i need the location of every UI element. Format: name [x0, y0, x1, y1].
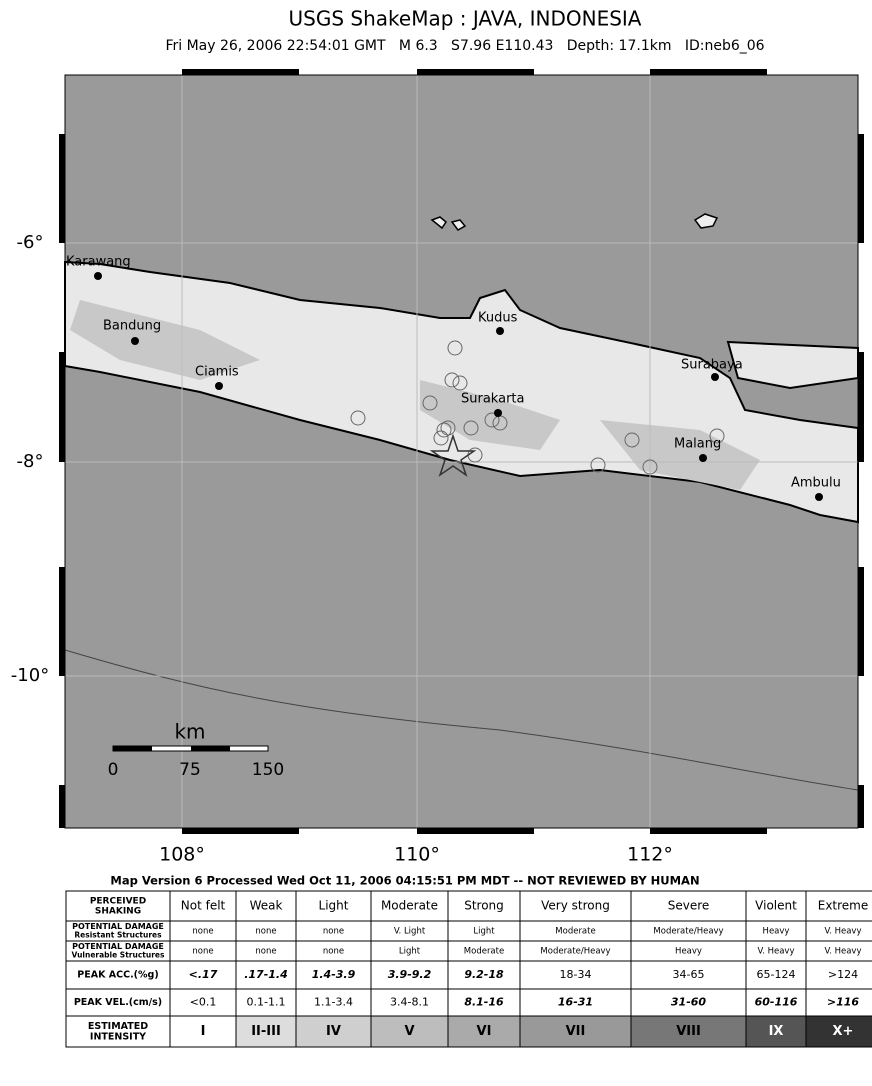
- table-value: II-III: [251, 1024, 281, 1039]
- lon-label: 110°: [394, 844, 440, 866]
- table-value: Light: [399, 947, 421, 957]
- city-label: Kudus: [478, 311, 518, 326]
- table-value: 18-34: [560, 968, 592, 981]
- city-label: Karawang: [66, 255, 131, 270]
- table-value: 65-124: [757, 968, 796, 981]
- lat-label: -6°: [17, 232, 44, 253]
- scale-label: 75: [179, 760, 201, 780]
- table-value: none: [192, 947, 213, 957]
- table-value: <0.1: [190, 996, 217, 1009]
- table-value: Very strong: [541, 899, 610, 913]
- scale-unit: km: [174, 720, 205, 744]
- lat-label: -8°: [17, 451, 44, 472]
- table-value: 3.4-8.1: [390, 996, 429, 1009]
- table-value: none: [192, 927, 213, 937]
- table-value: Weak: [250, 899, 283, 913]
- table-value: 60-116: [755, 996, 798, 1009]
- row-label: PEAK ACC.(%g): [77, 970, 158, 981]
- table-value: >116: [827, 996, 860, 1009]
- table-value: Heavy: [763, 927, 790, 937]
- scale-label: 0: [108, 760, 119, 780]
- city-label: Malang: [674, 437, 721, 452]
- table-value: V. Heavy: [824, 927, 861, 937]
- table-value: Severe: [668, 899, 710, 913]
- city-label: Surabaya: [681, 358, 743, 373]
- table-value: IX: [769, 1024, 784, 1039]
- table-value: 8.1-16: [464, 996, 504, 1009]
- table-value: IV: [326, 1024, 341, 1039]
- footer: Map Version 6 Processed Wed Oct 11, 2006…: [110, 874, 699, 888]
- row-label: Vulnerable Structures: [72, 950, 165, 959]
- table-value: Light: [319, 899, 349, 913]
- row-label: ESTIMATED: [88, 1021, 148, 1032]
- title: USGS ShakeMap : JAVA, INDONESIA: [289, 7, 642, 31]
- table-value: 1.1-3.4: [314, 996, 353, 1009]
- table-value: Extreme: [818, 899, 869, 913]
- city-label: Surakarta: [461, 392, 524, 407]
- table-value: 34-65: [673, 968, 705, 981]
- map: Karawang Bandung Ciamis Kudus Surakarta …: [11, 69, 864, 866]
- table-value: 1.4-3.9: [312, 968, 356, 981]
- row-label: SHAKING: [95, 907, 141, 917]
- table-value: none: [255, 947, 276, 957]
- city-label: Bandung: [103, 319, 161, 334]
- table-value: 3.9-9.2: [388, 968, 432, 981]
- row-label: PERCEIVED: [90, 897, 146, 907]
- row-label: INTENSITY: [90, 1031, 146, 1042]
- table-value: Light: [473, 927, 495, 937]
- table-value: V. Heavy: [757, 947, 794, 957]
- table-value: 31-60: [671, 996, 707, 1009]
- table-value: I: [201, 1024, 206, 1039]
- table-value: Violent: [755, 899, 797, 913]
- table-value: Moderate/Heavy: [653, 927, 723, 937]
- table-value: X+: [833, 1024, 854, 1039]
- table-value: Moderate: [381, 899, 438, 913]
- table-value: VII: [566, 1024, 586, 1039]
- table-value: V. Heavy: [824, 947, 861, 957]
- table-value: VIII: [676, 1024, 701, 1039]
- city-label: Ciamis: [195, 365, 239, 380]
- table-value: Moderate: [464, 947, 504, 957]
- table-value: Not felt: [181, 899, 226, 913]
- table-value: none: [323, 947, 344, 957]
- table-value: VI: [477, 1024, 492, 1039]
- row-label: Resistant Structures: [74, 930, 162, 939]
- table-value: Strong: [464, 899, 504, 913]
- scale-label: 150: [252, 760, 284, 780]
- table-value: V: [404, 1024, 414, 1039]
- table-value: .17-1.4: [244, 968, 288, 981]
- table-value: Moderate/Heavy: [540, 947, 610, 957]
- table-value: 0.1-1.1: [247, 996, 286, 1009]
- lon-label: 112°: [627, 844, 673, 866]
- city-label: Ambulu: [791, 476, 841, 491]
- table-value: >124: [828, 968, 858, 981]
- page: USGS ShakeMap : JAVA, INDONESIA Fri May …: [0, 0, 872, 1086]
- lat-label: -10°: [11, 665, 49, 686]
- table-value: Heavy: [675, 947, 702, 957]
- table-value: none: [323, 927, 344, 937]
- subtitle: Fri May 26, 2006 22:54:01 GMT M 6.3 S7.9…: [165, 38, 764, 54]
- table-value: <.17: [189, 968, 218, 981]
- lon-label: 108°: [159, 844, 205, 866]
- table-value: 16-31: [558, 996, 593, 1009]
- table-value: none: [255, 927, 276, 937]
- table-value: Moderate: [555, 927, 595, 937]
- table-value: 9.2-18: [464, 968, 504, 981]
- row-label: PEAK VEL.(cm/s): [74, 997, 162, 1008]
- table-value: V. Light: [394, 927, 426, 937]
